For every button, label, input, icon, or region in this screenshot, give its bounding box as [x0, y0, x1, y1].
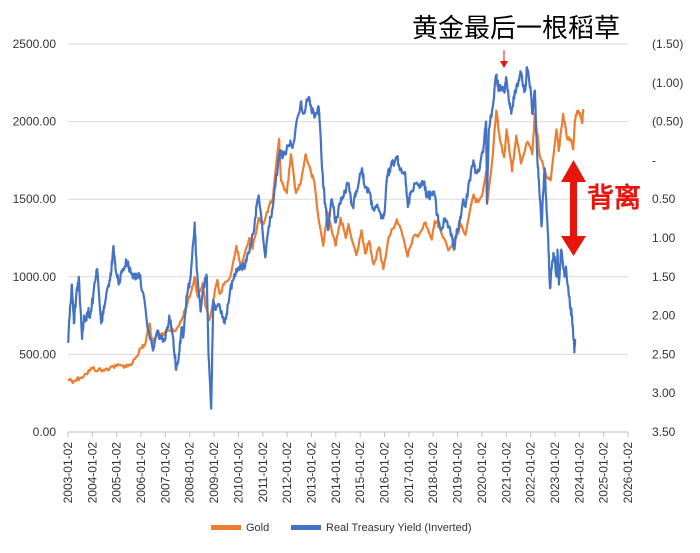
x-tick-label: 2006-01-02 — [134, 442, 148, 504]
left-tick-label: 1000.00 — [13, 270, 57, 284]
divergence-annotation-label: 背离 — [587, 182, 641, 214]
series-line — [66, 66, 577, 410]
right-tick-label: (0.50) — [652, 115, 683, 129]
right-tick-label: 3.50 — [652, 425, 676, 439]
legend-swatch-gold — [211, 525, 241, 530]
right-tick-label: 1.00 — [652, 231, 676, 245]
x-tick-label: 2024-01-02 — [572, 442, 586, 504]
x-tick-label: 2014-01-02 — [329, 442, 343, 504]
annotation-arrow-head-down — [561, 236, 586, 256]
x-tick-label: 2010-01-02 — [231, 442, 245, 504]
left-tick-label: 500.00 — [19, 347, 56, 361]
right-tick-label: 2.50 — [652, 347, 676, 361]
title-pointer-arrow — [500, 50, 508, 68]
x-tick-label: 2022-01-02 — [524, 442, 538, 504]
x-tick-label: 2020-01-02 — [475, 442, 489, 504]
right-tick-label: 3.00 — [652, 386, 676, 400]
x-tick-label: 2018-01-02 — [426, 442, 440, 504]
x-tick-label: 2005-01-02 — [110, 442, 124, 504]
annotation-arrow-head-up — [561, 160, 586, 182]
left-axis-tick-labels: 0.00 500.00 1000.00 1500.00 2000.00 2500.00 — [13, 37, 57, 439]
x-tick-label: 2017-01-02 — [402, 442, 416, 504]
chart-title: 黄金最后一根稻草 — [412, 14, 620, 44]
x-tick-label: 2019-01-02 — [451, 442, 465, 504]
x-tick-label: 2012-01-02 — [280, 442, 294, 504]
x-tick-label: 2026-01-02 — [621, 442, 635, 504]
pointer-head — [500, 61, 508, 68]
x-tick-label: 2003-01-02 — [61, 442, 75, 504]
x-tick-label: 2011-01-02 — [256, 442, 270, 503]
x-tick-label: 2009-01-02 — [207, 442, 221, 504]
left-tick-label: 1500.00 — [13, 192, 57, 206]
x-tick-label: 2025-01-02 — [597, 442, 611, 504]
right-tick-label: 0.50 — [652, 192, 676, 206]
x-tick-label: 2004-01-02 — [85, 442, 99, 504]
right-tick-label: 1.50 — [652, 270, 676, 284]
legend-swatch-real-yield — [291, 525, 321, 530]
annotation-arrow-shaft — [570, 180, 577, 240]
legend-label-gold: Gold — [246, 522, 269, 534]
x-tick-label: 2013-01-02 — [305, 442, 319, 504]
series-layer — [66, 66, 585, 410]
x-tick-label: 2016-01-02 — [377, 442, 391, 504]
legend-label-real-yield: Real Treasury Yield (Inverted) — [326, 522, 472, 534]
left-tick-label: 2500.00 — [13, 37, 57, 51]
x-tick-label: 2008-01-02 — [183, 442, 197, 504]
x-tick-label: 2021-01-02 — [499, 442, 513, 504]
right-tick-label: 2.00 — [652, 309, 676, 323]
x-tick-label: 2015-01-02 — [353, 442, 367, 504]
right-tick-label: (1.00) — [652, 76, 683, 90]
divergence-annotation — [561, 160, 586, 256]
right-axis-tick-labels: (1.50) (1.00) (0.50) - 0.50 1.00 1.50 2.00 2.50 3… — [652, 37, 683, 439]
right-tick-label: (1.50) — [652, 37, 683, 51]
right-tick-label: - — [652, 153, 656, 167]
x-tick-label: 2023-01-02 — [548, 442, 562, 504]
legend: Gold Real Treasury Yield (Inverted) — [211, 522, 472, 534]
left-tick-label: 0.00 — [33, 425, 57, 439]
x-axis-tick-labels: 2003-01-02 2004-01-02 2005-01-02 2006-01-02… — [61, 431, 635, 504]
left-tick-label: 2000.00 — [13, 115, 57, 129]
x-tick-label: 2007-01-02 — [158, 442, 172, 504]
